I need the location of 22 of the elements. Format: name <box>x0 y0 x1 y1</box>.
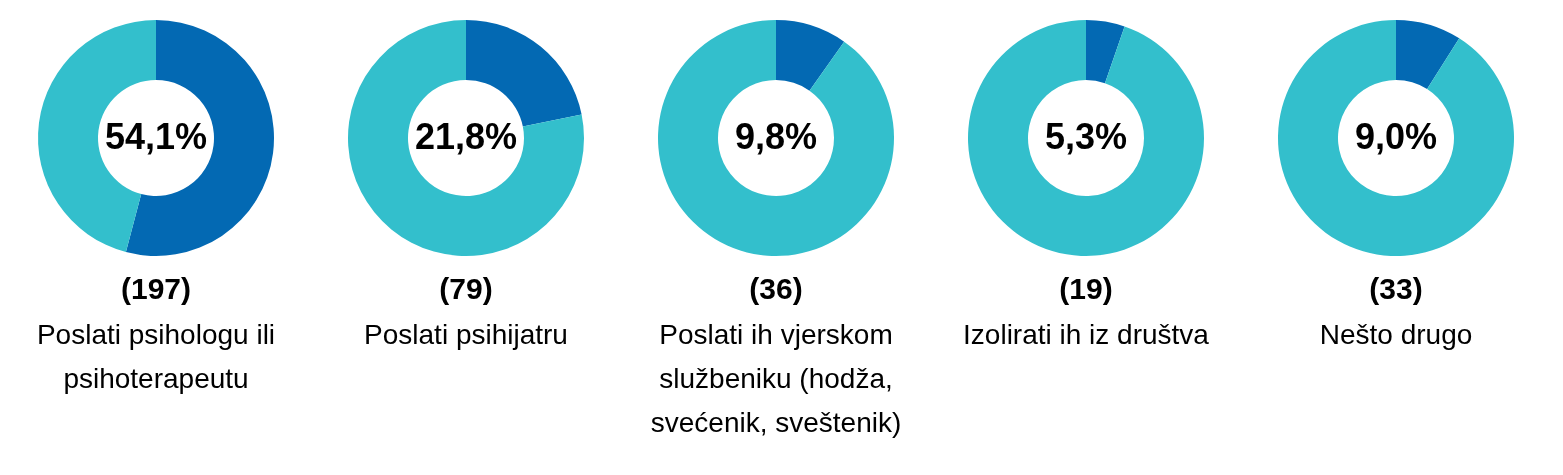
data-label: 54,1% <box>104 116 208 157</box>
donut-slice <box>1278 20 1514 256</box>
donut-slice <box>658 20 894 256</box>
donut-slice <box>348 20 584 256</box>
text: (33) <box>1369 272 1423 305</box>
data-label: 9,8% <box>734 116 818 157</box>
data-label: 9,0% <box>1354 116 1438 157</box>
donut-slice <box>968 20 1204 256</box>
data-label: 5,3% <box>1044 116 1128 157</box>
text: Nešto drugo <box>1319 319 1473 350</box>
donut-slice <box>1086 20 1125 84</box>
text: Poslati psihologu ili psihoterapeutu <box>36 319 276 394</box>
text: (197) <box>120 272 192 305</box>
text: (79) <box>439 272 493 305</box>
donut-slice <box>1396 20 1460 90</box>
donut-slice <box>776 20 845 91</box>
text: (36) <box>749 272 803 305</box>
data-label: 21,8% <box>414 116 518 157</box>
text: (19) <box>1059 272 1113 305</box>
text: Poslati ih vjerskom službeniku (hodža, svećenik, sveštenik) <box>650 319 902 438</box>
text: Poslati psihijatru <box>364 319 568 350</box>
text: Izolirati ih iz društva <box>963 319 1210 350</box>
